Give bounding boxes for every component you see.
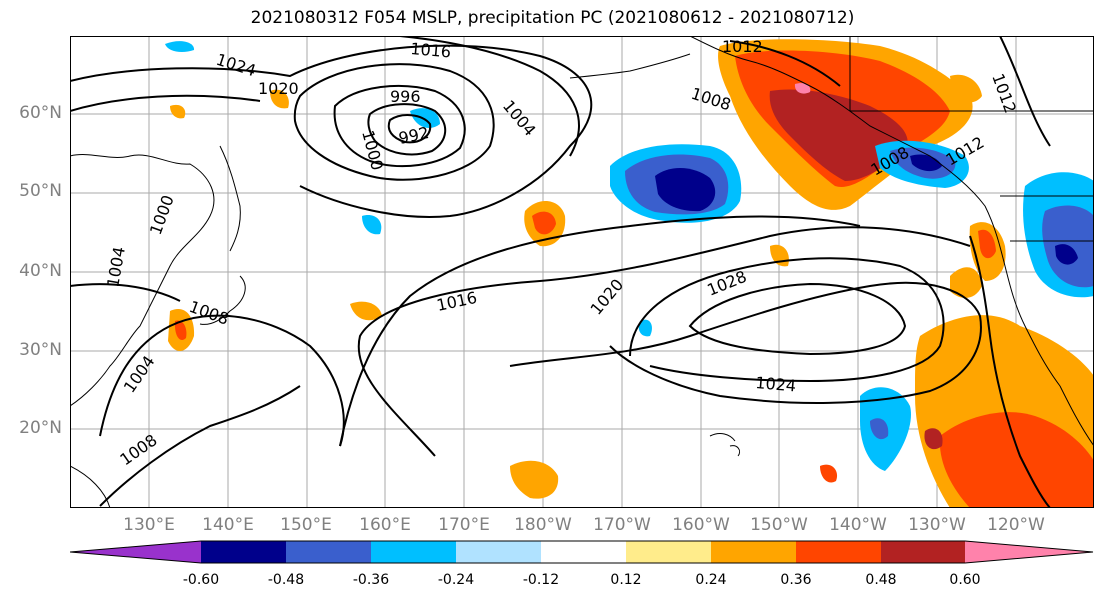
map-title: 2021080312 F054 MSLP, precipitation PC (…: [250, 8, 855, 28]
lon-label-120w: 120°W: [987, 515, 1045, 535]
isobar-label: 1008: [116, 430, 160, 469]
isobar-label: 992: [397, 123, 431, 148]
lon-label-140e: 140°E: [202, 515, 254, 535]
colorbar-tick-label: 0.60: [949, 572, 981, 588]
lon-label-130w: 130°W: [908, 515, 966, 535]
lat-label-60n: 60°N: [19, 103, 62, 123]
colorbar-segment: [456, 541, 541, 563]
colorbar-tick-label: -0.24: [437, 572, 475, 588]
colorbar-segment: [626, 541, 711, 563]
lon-label-150w: 150°W: [750, 515, 808, 535]
colorbar-segment: [881, 541, 965, 563]
isobar-label: 1004: [499, 96, 540, 139]
colorbar: [70, 540, 1094, 564]
colorbar-tick-label: 0.12: [610, 572, 642, 588]
colorbar-tick-label: -0.12: [522, 572, 560, 588]
lat-label-40n: 40°N: [19, 261, 62, 281]
isobar-label: 1016: [435, 288, 479, 315]
lon-label-180w: 180°W: [514, 515, 572, 535]
lon-label-170w: 170°W: [593, 515, 651, 535]
isobar-label: 1000: [358, 128, 387, 172]
map-panel: 1024 1016 1012 1020 996 992 1004 1000 10…: [70, 36, 1094, 508]
isobar-label: 996: [390, 87, 421, 106]
colorbar-segment: [371, 541, 456, 563]
colorbar-tick-label: -0.60: [182, 572, 220, 588]
isobar-label: 1000: [146, 193, 178, 238]
colorbar-tick-label: 0.24: [695, 572, 727, 588]
isobar-label: 1012: [988, 71, 1020, 116]
isobars: [70, 36, 1051, 508]
colorbar-outline: [70, 540, 1094, 564]
lat-label-20n: 20°N: [19, 418, 62, 438]
isobar-label: 1024: [214, 50, 259, 81]
isobar-label: 1016: [410, 39, 452, 61]
colorbar-segment: [201, 541, 286, 563]
map-svg: 1024 1016 1012 1020 996 992 1004 1000 10…: [70, 36, 1094, 508]
isobar-label: 1012: [722, 37, 763, 56]
colorbar-segment: [965, 541, 1093, 563]
colorbar-tick-label: -0.36: [352, 572, 390, 588]
colorbar-segment: [796, 541, 881, 563]
graticule: [70, 36, 1094, 508]
coastlines: [70, 36, 1094, 508]
isobar-label: 1020: [587, 275, 628, 318]
isobar-label: 1004: [103, 245, 129, 288]
lon-label-160w: 160°W: [672, 515, 730, 535]
colorbar-segment: [70, 541, 201, 563]
lon-label-150e: 150°E: [280, 515, 332, 535]
colorbar-tick-label: -0.48: [267, 572, 305, 588]
lon-label-140w: 140°W: [829, 515, 887, 535]
colorbar-segment: [286, 541, 371, 563]
isobar-label: 1004: [120, 352, 159, 396]
colorbar-segment: [711, 541, 796, 563]
isobar-label: 1020: [258, 79, 299, 98]
colorbar-tick-label: 0.36: [780, 572, 812, 588]
precip-shading: [165, 39, 1094, 508]
lon-label-170e: 170°E: [438, 515, 490, 535]
colorbar-segment: [541, 541, 626, 563]
lon-label-130e: 130°E: [123, 515, 175, 535]
colorbar-tick-label: 0.48: [865, 572, 897, 588]
isobar-label: 1024: [755, 373, 797, 395]
lon-label-160e: 160°E: [359, 515, 411, 535]
lat-label-50n: 50°N: [19, 181, 62, 201]
lat-label-30n: 30°N: [19, 340, 62, 360]
